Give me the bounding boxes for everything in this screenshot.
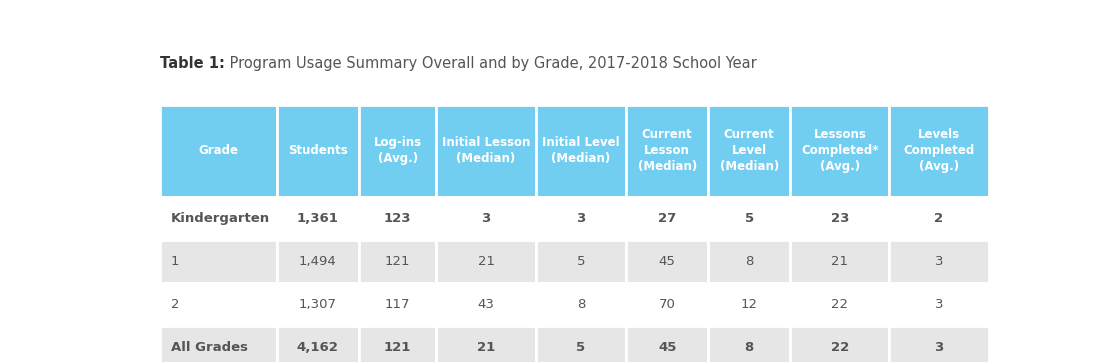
Bar <box>536 197 626 240</box>
Text: 123: 123 <box>384 212 412 225</box>
Text: 5: 5 <box>576 341 585 354</box>
Text: 21: 21 <box>831 255 848 268</box>
Text: 1: 1 <box>171 255 179 268</box>
Bar <box>359 197 436 240</box>
Bar <box>160 240 276 283</box>
Text: 8: 8 <box>745 341 754 354</box>
Text: Grade: Grade <box>199 144 239 157</box>
Text: 3: 3 <box>935 341 944 354</box>
Bar <box>790 197 889 240</box>
Bar <box>790 283 889 327</box>
Bar <box>359 327 436 362</box>
Bar <box>359 283 436 327</box>
Text: Lessons
Completed*
(Avg.): Lessons Completed* (Avg.) <box>801 128 879 173</box>
Bar <box>708 327 790 362</box>
Text: 22: 22 <box>830 341 849 354</box>
Bar <box>889 327 989 362</box>
Text: 45: 45 <box>658 341 676 354</box>
Text: 21: 21 <box>477 255 495 268</box>
Bar <box>536 283 626 327</box>
Text: 4,162: 4,162 <box>296 341 339 354</box>
Text: 3: 3 <box>576 212 586 225</box>
Bar <box>790 327 889 362</box>
Bar <box>708 283 790 327</box>
Text: 117: 117 <box>385 298 411 311</box>
Text: 22: 22 <box>831 298 848 311</box>
Text: 12: 12 <box>740 298 758 311</box>
Text: 1,494: 1,494 <box>299 255 336 268</box>
Bar <box>436 197 536 240</box>
Bar <box>276 105 359 197</box>
Text: 8: 8 <box>577 298 585 311</box>
Text: 21: 21 <box>477 341 495 354</box>
Text: Students: Students <box>287 144 347 157</box>
Text: 121: 121 <box>385 255 411 268</box>
Bar <box>790 240 889 283</box>
Text: Initial Lesson
(Median): Initial Lesson (Median) <box>442 136 531 165</box>
Bar <box>708 197 790 240</box>
Bar <box>436 105 536 197</box>
Bar <box>160 197 276 240</box>
Bar <box>160 283 276 327</box>
Text: 2: 2 <box>935 212 944 225</box>
Bar <box>626 283 708 327</box>
Text: Program Usage Summary Overall and by Grade, 2017-2018 School Year: Program Usage Summary Overall and by Gra… <box>224 56 757 71</box>
Text: 1,361: 1,361 <box>296 212 339 225</box>
Text: 27: 27 <box>658 212 676 225</box>
Text: Levels
Completed
(Avg.): Levels Completed (Avg.) <box>904 128 975 173</box>
Text: Kindergarten: Kindergarten <box>171 212 270 225</box>
Text: 3: 3 <box>935 298 944 311</box>
Text: 43: 43 <box>477 298 494 311</box>
Bar <box>359 240 436 283</box>
Bar <box>626 327 708 362</box>
Bar <box>536 327 626 362</box>
Text: 70: 70 <box>659 298 676 311</box>
Text: 45: 45 <box>659 255 676 268</box>
Text: 5: 5 <box>745 212 754 225</box>
Bar <box>436 327 536 362</box>
Bar <box>708 105 790 197</box>
Text: 5: 5 <box>577 255 585 268</box>
Bar <box>889 283 989 327</box>
Text: Table 1:: Table 1: <box>160 56 225 71</box>
Text: Log-ins
(Avg.): Log-ins (Avg.) <box>373 136 422 165</box>
Bar <box>160 327 276 362</box>
Bar <box>626 197 708 240</box>
Bar <box>276 283 359 327</box>
Bar <box>160 105 276 197</box>
Text: Current
Level
(Median): Current Level (Median) <box>719 128 779 173</box>
Bar <box>359 105 436 197</box>
Text: Initial Level
(Median): Initial Level (Median) <box>542 136 619 165</box>
Text: 3: 3 <box>935 255 944 268</box>
Bar <box>708 240 790 283</box>
Text: 23: 23 <box>830 212 849 225</box>
Bar <box>889 197 989 240</box>
Text: 8: 8 <box>745 255 754 268</box>
Bar <box>536 105 626 197</box>
Text: 3: 3 <box>482 212 491 225</box>
Bar <box>276 240 359 283</box>
Bar <box>436 240 536 283</box>
Text: 121: 121 <box>384 341 411 354</box>
Bar <box>626 240 708 283</box>
Bar <box>276 197 359 240</box>
Text: All Grades: All Grades <box>171 341 248 354</box>
Bar <box>536 240 626 283</box>
Bar <box>889 105 989 197</box>
Text: 1,307: 1,307 <box>299 298 336 311</box>
Bar <box>276 327 359 362</box>
Text: 2: 2 <box>171 298 179 311</box>
Text: Current
Lesson
(Median): Current Lesson (Median) <box>637 128 697 173</box>
Bar <box>790 105 889 197</box>
Bar <box>436 283 536 327</box>
Bar <box>889 240 989 283</box>
Bar <box>626 105 708 197</box>
